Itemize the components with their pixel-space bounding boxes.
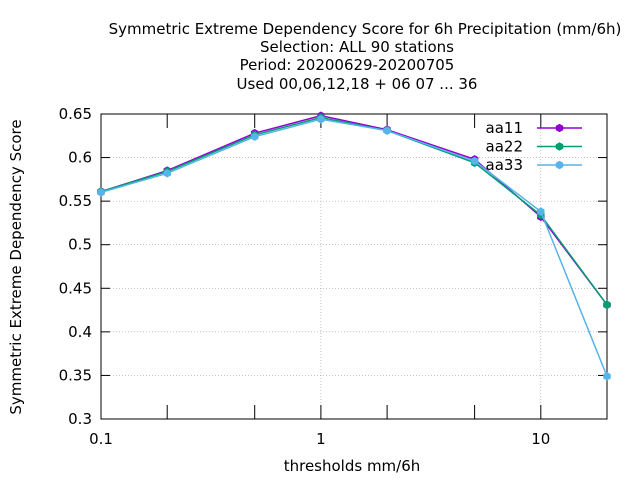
- title-line: Used 00,06,12,18 + 06 07 ... 36: [237, 75, 478, 93]
- legend-label-aa22: aa22: [486, 138, 523, 156]
- title-line: Period: 20200629-20200705: [240, 56, 455, 74]
- legend-marker-aa22: [555, 142, 564, 151]
- data-point-aa33: [317, 114, 325, 124]
- series-aa33: [97, 114, 611, 381]
- x-tick-label: 1: [316, 430, 326, 448]
- y-tick-label: 0.6: [68, 149, 92, 167]
- series-line-aa22: [100, 116, 608, 306]
- grid: [101, 114, 607, 419]
- y-tick-label: 0.35: [59, 366, 92, 384]
- series-group: [97, 111, 611, 381]
- y-tick-label: 0.3: [68, 410, 92, 428]
- data-point-aa33: [470, 156, 479, 166]
- title-line: Selection: ALL 90 stations: [260, 38, 454, 56]
- data-point-aa33: [97, 188, 105, 197]
- series-line-aa33: [100, 118, 608, 377]
- series-line-aa11: [100, 114, 608, 306]
- x-tick-label: 0.1: [89, 430, 113, 448]
- x-tick-label: 10: [531, 430, 550, 448]
- legend-marker-aa11: [555, 123, 564, 133]
- y-tick-label: 0.4: [68, 323, 92, 341]
- data-point-aa33: [603, 372, 611, 381]
- legend-marker-aa33: [555, 160, 564, 170]
- chart-title: Symmetric Extreme Dependency Score for 6…: [109, 20, 622, 93]
- title-line: Symmetric Extreme Dependency Score for 6…: [109, 20, 622, 38]
- y-tick-label: 0.55: [59, 192, 92, 210]
- x-axis-ticks: 0.1 1 10: [89, 114, 608, 448]
- x-axis-label: thresholds mm/6h: [284, 457, 421, 475]
- data-point-aa33: [250, 132, 259, 141]
- y-axis-ticks: 0.3 0.35 0.4 0.45 0.5 0.55 0.6 0.65: [59, 105, 607, 428]
- data-point-aa33: [383, 126, 391, 135]
- y-tick-label: 0.45: [59, 279, 92, 297]
- data-point-aa33: [537, 207, 545, 216]
- y-axis-label: Symmetric Extreme Dependency Score: [7, 119, 25, 414]
- data-point-aa33: [163, 168, 171, 178]
- plot-border: [100, 113, 608, 420]
- data-point-aa22: [603, 300, 611, 310]
- y-tick-label: 0.65: [59, 105, 92, 123]
- legend-label-aa33: aa33: [486, 156, 523, 174]
- y-tick-label: 0.5: [68, 236, 92, 254]
- legend-label-aa11: aa11: [486, 119, 523, 137]
